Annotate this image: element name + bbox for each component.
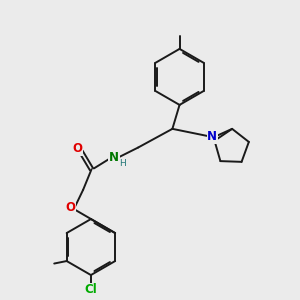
Text: H: H bbox=[120, 159, 126, 168]
Text: Cl: Cl bbox=[85, 283, 97, 296]
Text: N: N bbox=[109, 151, 119, 164]
Text: O: O bbox=[73, 142, 83, 155]
Text: N: N bbox=[207, 130, 217, 143]
Text: O: O bbox=[65, 201, 75, 214]
